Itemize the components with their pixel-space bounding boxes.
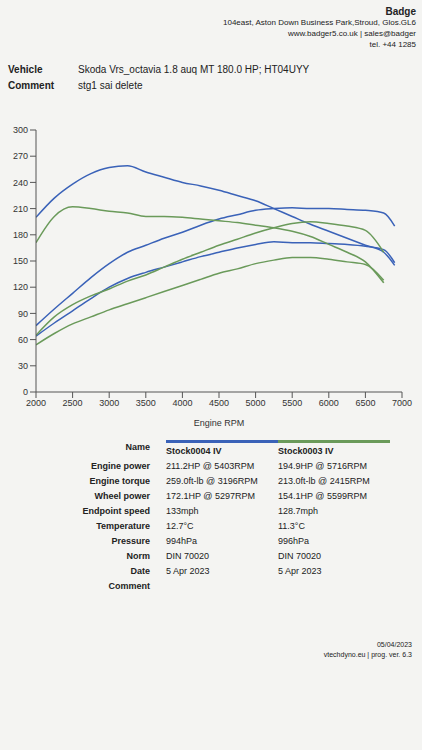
svg-text:5500: 5500 (282, 398, 302, 408)
html-text:259.0ft-lb @ 3196RPM: 259.0ft-lb @ 3196RPM (166, 476, 258, 486)
html-text:994hPa: 994hPa (166, 536, 197, 546)
html-text:Stock0004 IV: Stock0004 IV (166, 446, 222, 456)
svg-text:6000: 6000 (319, 398, 339, 408)
svg-text:300: 300 (13, 125, 28, 135)
html-text:05/04/2023: 05/04/2023 (377, 641, 412, 648)
html-text:stg1 sai delete: stg1 sai delete (78, 80, 143, 91)
html-text:128.7mph: 128.7mph (278, 506, 318, 516)
html-text:www.badger5.co.uk | sales@badg: www.badger5.co.uk | sales@badger (288, 29, 416, 38)
html-text:Engine torque: Engine torque (89, 476, 150, 486)
svg-text:120: 120 (13, 282, 28, 292)
html-text:Endpoint speed: Endpoint speed (82, 506, 150, 516)
svg-text:3500: 3500 (136, 398, 156, 408)
svg-text:270: 270 (13, 151, 28, 161)
html-text:172.1HP @ 5297RPM: 172.1HP @ 5297RPM (166, 491, 255, 501)
html-text:DIN 70020: DIN 70020 (166, 551, 209, 561)
html-text:Skoda Vrs_octavia 1.8 auq MT 1: Skoda Vrs_octavia 1.8 auq MT 180.0 HP; H… (78, 64, 310, 75)
html-text:154.1HP @ 5599RPM: 154.1HP @ 5599RPM (278, 491, 367, 501)
html-text:Vehicle: Vehicle (8, 64, 43, 75)
html-text:133mph: 133mph (166, 506, 199, 516)
svg-text:60: 60 (18, 335, 28, 345)
svg-text:5000: 5000 (246, 398, 266, 408)
html-text:Norm: Norm (126, 551, 150, 561)
svg-text:2000: 2000 (26, 398, 46, 408)
html-text:Name: Name (125, 442, 150, 452)
svg-text:4000: 4000 (172, 398, 192, 408)
svg-text:240: 240 (13, 178, 28, 188)
html-text:5 Apr 2023: 5 Apr 2023 (166, 566, 210, 576)
html-text:Comment: Comment (108, 581, 150, 591)
svg-text:210: 210 (13, 204, 28, 214)
html-text:11.3°C: 11.3°C (278, 521, 305, 531)
html-text:Wheel power: Wheel power (94, 491, 150, 501)
html-text:996hPa: 996hPa (278, 536, 309, 546)
html-text:Badge: Badge (385, 6, 416, 17)
svg-text:4500: 4500 (209, 398, 229, 408)
svg-text:3000: 3000 (99, 398, 119, 408)
svg-text:0: 0 (23, 387, 28, 397)
svg-text:Engine RPM: Engine RPM (194, 418, 245, 428)
html-text:DIN 70020: DIN 70020 (278, 551, 321, 561)
svg-text:6500: 6500 (355, 398, 375, 408)
html-text:Date: Date (130, 566, 150, 576)
svg-text:2500: 2500 (63, 398, 83, 408)
html-text:Stock0003 IV: Stock0003 IV (278, 446, 334, 456)
svg-text:30: 30 (18, 361, 28, 371)
html-text:Temperature: Temperature (96, 521, 150, 531)
html-text:vtechdyno.eu | prog. ver. 6.3: vtechdyno.eu | prog. ver. 6.3 (323, 651, 412, 658)
html-text:194.9HP @ 5716RPM: 194.9HP @ 5716RPM (278, 461, 367, 471)
html-text:Comment: Comment (8, 80, 55, 91)
html-text:213.0ft-lb @ 2415RPM: 213.0ft-lb @ 2415RPM (278, 476, 370, 486)
html-text:Engine power: Engine power (91, 461, 150, 471)
svg-text:180: 180 (13, 230, 28, 240)
html-text:tel. +44 1285: tel. +44 1285 (369, 40, 416, 49)
svg-text:90: 90 (18, 309, 28, 319)
html-text:5 Apr 2023: 5 Apr 2023 (278, 566, 322, 576)
html-text:12.7°C: 12.7°C (166, 521, 194, 531)
html-text:211.2HP @ 5403RPM: 211.2HP @ 5403RPM (166, 461, 255, 471)
html-text:104east, Aston Down Business P: 104east, Aston Down Business Park,Stroud… (223, 18, 416, 27)
svg-text:150: 150 (13, 256, 28, 266)
svg-text:7000: 7000 (392, 398, 412, 408)
html-text:Pressure: Pressure (111, 536, 150, 546)
